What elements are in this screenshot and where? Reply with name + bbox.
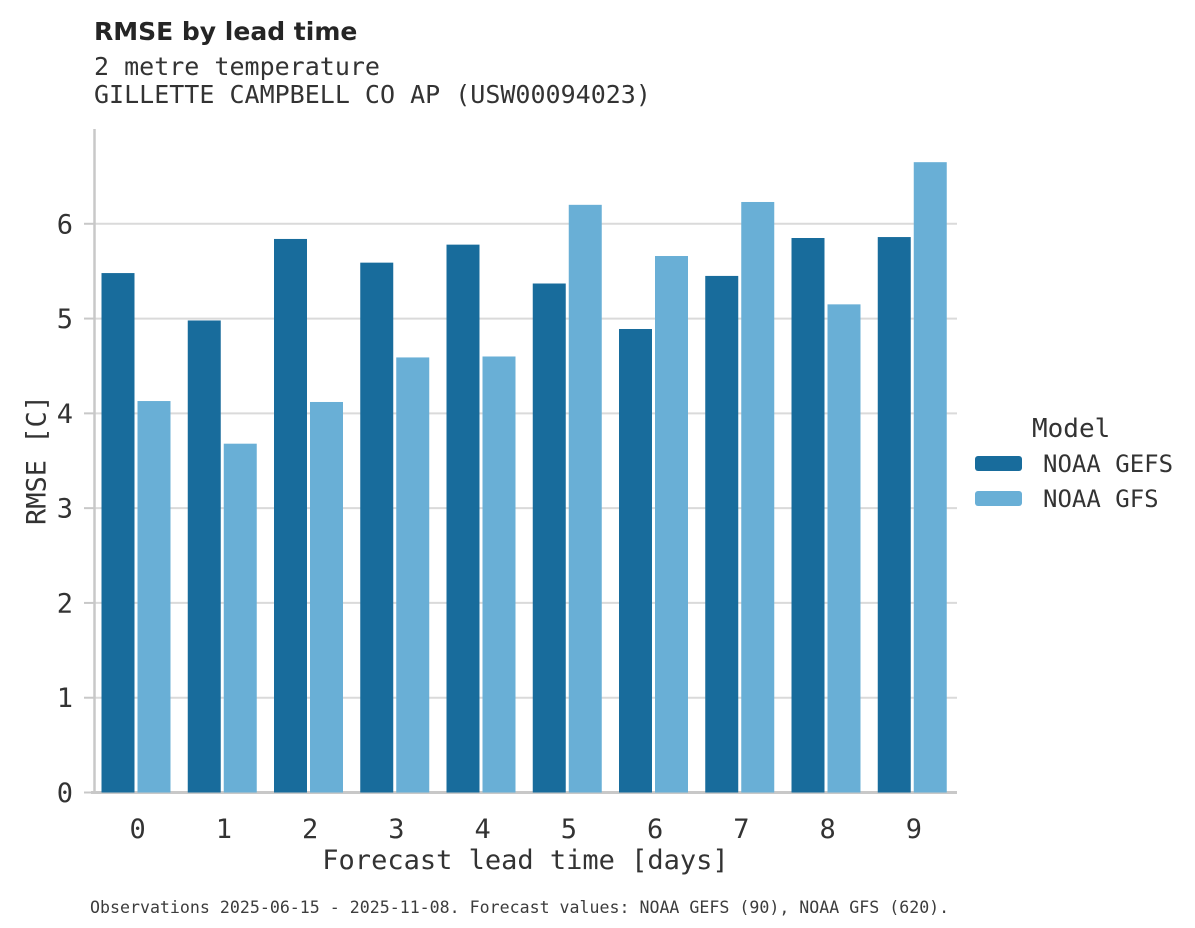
legend-items: NOAA GEFS NOAA GFS xyxy=(975,446,1173,516)
bar-noaa-gefs-lead-1 xyxy=(187,320,221,793)
bar-noaa-gefs-lead-5 xyxy=(532,283,566,793)
xtick-label-1: 1 xyxy=(216,814,232,845)
xtick-label-0: 0 xyxy=(129,814,145,845)
xtick-label-8: 8 xyxy=(819,814,835,845)
bar-noaa-gfs-lead-5 xyxy=(568,204,602,793)
bar-noaa-gfs-lead-9 xyxy=(913,162,947,793)
xtick-label-9: 9 xyxy=(906,814,922,845)
xtick-label-5: 5 xyxy=(561,814,577,845)
x-axis-title: Forecast lead time [days] xyxy=(322,845,729,876)
legend-swatch xyxy=(975,491,1022,506)
ytick-label-3: 3 xyxy=(57,494,73,525)
bar-noaa-gfs-lead-4 xyxy=(482,356,516,793)
ytick-label-5: 5 xyxy=(57,304,73,335)
chart-subtitle-variable: 2 metre temperature xyxy=(94,52,380,81)
bar-noaa-gfs-lead-2 xyxy=(310,401,343,793)
ytick-label-1: 1 xyxy=(57,683,73,714)
bar-noaa-gfs-lead-0 xyxy=(137,401,171,793)
chart-subtitle-station: GILLETTE CAMPBELL CO AP (USW00094023) xyxy=(94,80,651,109)
bar-noaa-gfs-lead-7 xyxy=(741,201,775,793)
ytick-label-4: 4 xyxy=(57,399,73,430)
bar-noaa-gefs-lead-0 xyxy=(101,273,135,793)
bar-noaa-gefs-lead-9 xyxy=(877,237,911,793)
y-axis-title: RMSE [C] xyxy=(21,394,53,526)
ytick-label-6: 6 xyxy=(57,209,73,240)
bar-noaa-gfs-lead-1 xyxy=(223,443,257,793)
legend-item-noaa-gefs: NOAA GEFS xyxy=(975,446,1173,481)
xtick-label-4: 4 xyxy=(474,814,490,845)
bar-noaa-gfs-lead-8 xyxy=(827,304,861,793)
xtick-label-2: 2 xyxy=(302,814,318,845)
ytick-label-0: 0 xyxy=(57,778,73,809)
footer-caption: Observations 2025-06-15 - 2025-11-08. Fo… xyxy=(90,898,950,917)
bar-noaa-gefs-lead-4 xyxy=(446,244,480,793)
legend-label: NOAA GFS xyxy=(1043,484,1159,513)
xtick-label-7: 7 xyxy=(733,814,749,845)
bar-noaa-gfs-lead-6 xyxy=(655,256,688,793)
legend-swatch xyxy=(975,456,1022,471)
legend-title: Model xyxy=(1032,414,1111,444)
bar-noaa-gefs-lead-3 xyxy=(360,262,394,793)
legend-item-noaa-gfs: NOAA GFS xyxy=(975,481,1173,516)
legend-label: NOAA GEFS xyxy=(1043,449,1174,478)
bar-noaa-gefs-lead-2 xyxy=(274,238,307,793)
xtick-label-3: 3 xyxy=(388,814,404,845)
bar-noaa-gefs-lead-8 xyxy=(791,238,825,793)
bar-noaa-gfs-lead-3 xyxy=(396,357,430,793)
xtick-label-6: 6 xyxy=(647,814,663,845)
bar-noaa-gefs-lead-6 xyxy=(619,328,652,793)
legend: Model NOAA GEFS NOAA GFS xyxy=(975,414,1173,516)
chart-title: RMSE by lead time xyxy=(94,17,358,46)
bar-noaa-gefs-lead-7 xyxy=(705,275,739,793)
ytick-label-2: 2 xyxy=(57,588,73,619)
